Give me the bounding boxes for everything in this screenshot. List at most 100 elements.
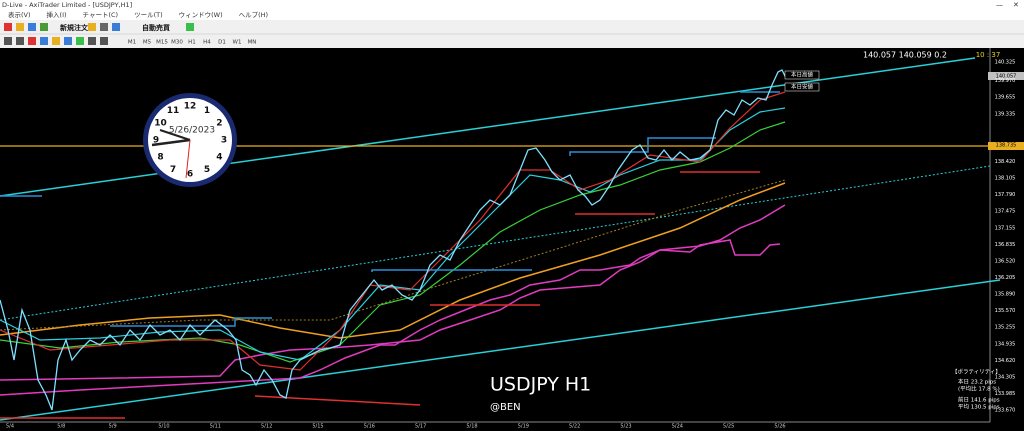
window-minimize[interactable]: —	[996, 1, 1003, 9]
price-label: 135.255	[995, 325, 1016, 331]
clock-numeral: 6	[187, 170, 193, 180]
range-box	[569, 137, 716, 156]
price-label: 137.475	[995, 209, 1016, 215]
icon[interactable]	[16, 23, 24, 31]
volatility-row: 前日 141.6 pips	[958, 396, 1000, 404]
icon[interactable]	[28, 23, 36, 31]
toolbar-icons	[4, 23, 194, 45]
date-label: 5/12	[261, 424, 272, 430]
icon[interactable]	[4, 37, 12, 45]
price-label: 135.570	[995, 308, 1016, 314]
icon[interactable]	[100, 37, 108, 45]
timeframe-button[interactable]: M5	[143, 40, 152, 46]
menu-item[interactable]: ウィンドウ(W)	[179, 11, 223, 19]
moving-average	[0, 182, 786, 339]
menu-item[interactable]: ツール(T)	[134, 11, 163, 19]
clock-numeral: 11	[167, 106, 180, 116]
date-label: 5/10	[158, 424, 169, 430]
timeframe-button[interactable]: M1	[128, 40, 136, 46]
price-label: 139.335	[995, 111, 1016, 117]
clock-hand	[185, 139, 191, 179]
price-label: 134.935	[995, 341, 1016, 347]
icon[interactable]	[88, 23, 96, 31]
icon[interactable]	[186, 23, 194, 31]
menu-item[interactable]: 挿入(I)	[47, 10, 67, 19]
timeframe-button[interactable]: MN	[248, 40, 257, 46]
timeframe-button[interactable]: W1	[233, 40, 242, 46]
range-low	[254, 395, 421, 406]
icon[interactable]	[28, 37, 36, 45]
price-label: 134.620	[995, 358, 1016, 364]
icon[interactable]	[40, 37, 48, 45]
server-time: 10 : 37	[976, 51, 1001, 59]
date-label: 5/17	[415, 424, 426, 430]
clock-numeral: 3	[221, 136, 227, 146]
timeframe-button[interactable]: H1	[188, 40, 196, 46]
clock-numeral: 5	[204, 165, 210, 175]
new-order-button[interactable]: 新規注文	[60, 23, 89, 32]
timeframe-button[interactable]: D1	[218, 40, 226, 46]
range-box	[371, 269, 532, 272]
icon[interactable]	[40, 23, 48, 31]
step-line	[0, 239, 781, 396]
title-bar	[0, 0, 1024, 9]
icon[interactable]	[100, 23, 108, 31]
current-price-label: 140.057	[996, 74, 1017, 80]
volatility-row: 平均 130.5 pips	[958, 403, 1000, 411]
moving-average	[0, 179, 786, 331]
price-label: 139.970	[995, 78, 1016, 84]
author-label: @BEN	[490, 402, 521, 413]
clock-hand	[151, 138, 191, 147]
clock-date: 5/26/2023	[169, 126, 215, 136]
timeframe-button[interactable]: H4	[203, 40, 211, 46]
clock-numeral: 8	[157, 153, 163, 163]
date-label: 5/4	[6, 424, 14, 430]
icon[interactable]	[4, 23, 12, 31]
day-low-box	[784, 82, 820, 92]
level-price-box	[988, 142, 1024, 150]
price-label: 133.670	[995, 408, 1016, 414]
menu-item[interactable]: チャート(C)	[83, 11, 119, 19]
price-label: 140.325	[995, 60, 1016, 66]
menu-item[interactable]: 表示(V)	[8, 10, 31, 19]
price-label: 136.835	[995, 242, 1016, 248]
icon[interactable]	[88, 37, 96, 45]
price-label: 134.305	[995, 374, 1016, 380]
date-label: 5/19	[518, 424, 529, 430]
clock-numeral: 9	[153, 136, 159, 146]
timeframe-button[interactable]: M30	[171, 40, 183, 46]
price-label: 137.790	[995, 192, 1016, 198]
price-label: 135.890	[995, 291, 1016, 297]
date-label: 5/23	[620, 424, 631, 430]
icon[interactable]	[76, 37, 84, 45]
price-line	[0, 69, 787, 411]
icon[interactable]	[16, 37, 24, 45]
icon[interactable]	[112, 23, 120, 31]
volatility-row: (平均比 17.8 %)	[958, 385, 1000, 393]
price-label: 137.155	[995, 225, 1016, 231]
volatility-heading: 【ボラティリティ】	[952, 368, 1001, 376]
day-low-label: 本日安値	[791, 83, 814, 91]
icon[interactable]	[52, 37, 60, 45]
clock-hand	[159, 129, 191, 141]
menu-item[interactable]: ヘルプ(H)	[239, 11, 268, 19]
date-label: 5/24	[672, 424, 683, 430]
date-label: 5/26	[774, 424, 785, 430]
date-label: 5/11	[210, 424, 221, 430]
channel-mid	[0, 165, 991, 321]
price-label: 139.655	[995, 95, 1016, 101]
icon[interactable]	[64, 37, 72, 45]
auto-trading-button[interactable]: 自動売買	[142, 23, 171, 32]
price-label: 138.420	[995, 159, 1016, 165]
timeframe-button[interactable]: M15	[156, 40, 168, 46]
window-close[interactable]: ✕	[1013, 1, 1019, 9]
channel-lower	[0, 279, 1001, 421]
moving-average	[0, 91, 786, 371]
day-high-box	[784, 70, 820, 80]
range-box	[110, 317, 272, 327]
chart-area	[0, 48, 990, 422]
menu-bar	[0, 9, 1024, 20]
